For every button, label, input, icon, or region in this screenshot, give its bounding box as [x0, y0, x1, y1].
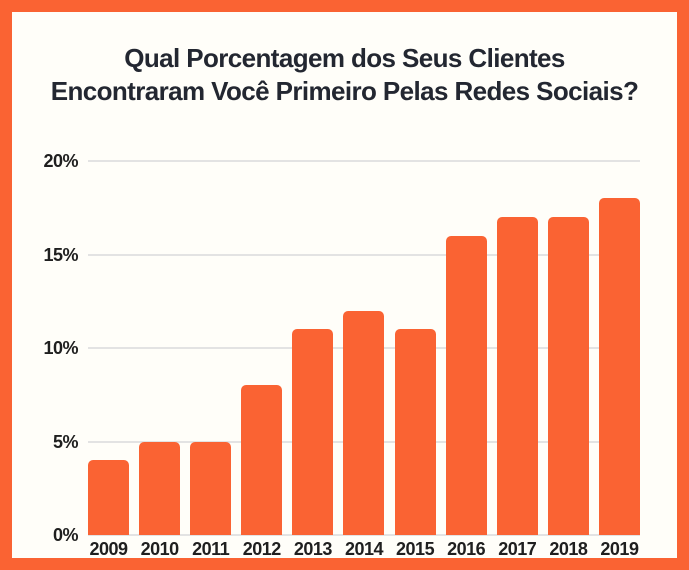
bar-2018	[547, 217, 589, 535]
y-tick-label-0: 0%	[52, 525, 79, 545]
gridline-20	[88, 160, 640, 162]
x-tick-label-2016: 2016	[447, 539, 486, 559]
x-tick-label-2014: 2014	[344, 539, 384, 559]
bar-2012	[241, 385, 283, 535]
bar-2016	[445, 235, 487, 535]
x-tick-label-2013: 2013	[293, 539, 333, 559]
x-tick-label-2012: 2012	[242, 539, 282, 559]
y-tick-label-15: 15%	[43, 244, 78, 265]
y-tick-label-20: 20%	[43, 151, 78, 171]
x-axis-labels: 2009 2010 2011 2012 2013 2014 2015 2016 2017 2018…	[88, 539, 640, 559]
chart-title-line-1: Qual Porcentagem dos Seus Clientes	[124, 43, 565, 73]
chart-title: Qual Porcentagem dos Seus Clientes Encon…	[12, 42, 677, 108]
gridline-15	[88, 253, 640, 256]
x-tick-label-2015: 2015	[396, 539, 435, 559]
bar-2014	[343, 310, 385, 535]
y-tick-label-5: 5%	[52, 431, 79, 452]
bar-2010	[139, 441, 181, 535]
bars-container	[88, 161, 640, 535]
gridline-0	[88, 534, 640, 536]
x-tick-label-2019: 2019	[600, 539, 639, 559]
bar-2013	[292, 329, 334, 535]
x-tick-label-2009: 2009	[89, 539, 128, 559]
bar-2015	[394, 329, 436, 535]
x-tick-label-2011: 2011	[192, 539, 230, 559]
bar-2019	[598, 198, 640, 535]
bar-2009	[88, 460, 129, 535]
y-tick-label-10: 10%	[43, 338, 78, 358]
x-tick-label-2018: 2018	[549, 539, 588, 559]
bar-2017	[496, 217, 538, 535]
chart-title-line-2: Encontraram Você Primeiro Pelas Redes So…	[50, 76, 639, 106]
x-tick-label-2017: 2017	[498, 539, 537, 559]
bar-2011	[190, 441, 232, 535]
x-tick-label-2010: 2010	[140, 539, 180, 559]
